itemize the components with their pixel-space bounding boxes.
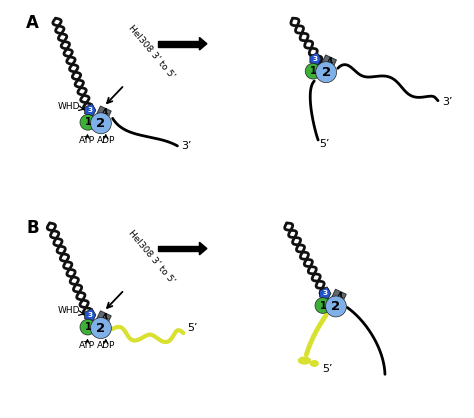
Polygon shape <box>85 104 96 116</box>
Text: 3: 3 <box>323 291 328 296</box>
Text: Hel308 3’ to 5’: Hel308 3’ to 5’ <box>127 24 176 81</box>
Polygon shape <box>85 308 96 321</box>
Text: 3’: 3’ <box>182 141 192 151</box>
Polygon shape <box>95 311 111 326</box>
Circle shape <box>305 64 321 79</box>
Text: 1: 1 <box>319 301 326 311</box>
Polygon shape <box>310 53 321 65</box>
Text: 4: 4 <box>336 292 342 301</box>
Polygon shape <box>330 289 346 305</box>
Circle shape <box>80 319 96 335</box>
Text: ADP: ADP <box>97 136 115 145</box>
Text: 2: 2 <box>96 117 105 130</box>
Text: 4: 4 <box>101 109 107 117</box>
Polygon shape <box>200 38 207 50</box>
Text: Hel308 3’ to 5’: Hel308 3’ to 5’ <box>127 229 176 286</box>
Text: ATP: ATP <box>80 136 96 145</box>
Text: B: B <box>26 219 39 237</box>
Text: ADP: ADP <box>97 341 115 350</box>
Polygon shape <box>320 55 337 71</box>
Text: 5’: 5’ <box>322 364 333 374</box>
Text: 5’: 5’ <box>319 139 329 149</box>
Polygon shape <box>200 242 207 255</box>
Text: 4: 4 <box>101 314 107 322</box>
Text: 3: 3 <box>88 312 93 318</box>
Polygon shape <box>95 106 111 122</box>
Text: 4: 4 <box>327 57 333 66</box>
Text: 2: 2 <box>331 300 340 313</box>
Circle shape <box>315 298 331 314</box>
Text: 1: 1 <box>84 117 91 127</box>
Ellipse shape <box>299 357 310 364</box>
Text: WHD: WHD <box>58 306 83 315</box>
Text: A: A <box>26 14 39 32</box>
Ellipse shape <box>310 361 318 366</box>
Text: 1: 1 <box>310 66 317 76</box>
Circle shape <box>91 318 111 339</box>
Polygon shape <box>319 287 331 299</box>
Text: 3’: 3’ <box>442 97 453 107</box>
Text: 3: 3 <box>313 56 318 62</box>
Text: 1: 1 <box>84 322 91 332</box>
Text: 2: 2 <box>321 66 331 79</box>
Circle shape <box>316 62 337 83</box>
Circle shape <box>91 113 111 134</box>
Text: 5’: 5’ <box>187 323 198 333</box>
Text: 3: 3 <box>88 107 93 113</box>
Polygon shape <box>158 246 200 252</box>
Polygon shape <box>158 41 200 47</box>
Text: ATP: ATP <box>80 341 96 350</box>
Text: WHD: WHD <box>58 102 83 110</box>
Text: 2: 2 <box>96 321 105 334</box>
Circle shape <box>326 296 346 317</box>
Circle shape <box>80 115 96 130</box>
